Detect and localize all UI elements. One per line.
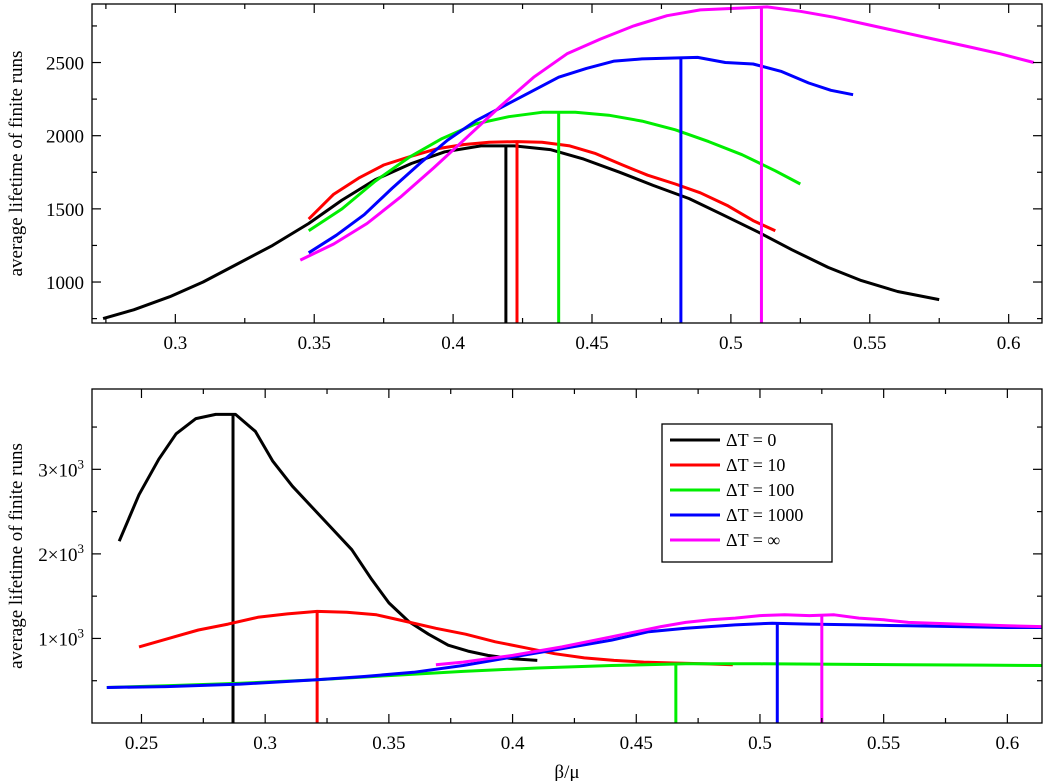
series-line-1 <box>307 140 776 233</box>
y-axis-label: average lifetime of finite runs <box>6 51 27 277</box>
x-tick-label: 0.55 <box>867 733 900 754</box>
x-tick-label: 0.4 <box>441 333 465 354</box>
y-axis-label: average lifetime of finite runs <box>6 443 27 669</box>
x-axis-label: β/μ <box>554 762 579 781</box>
legend-label: ΔT = 0 <box>726 430 776 450</box>
y-tick-label: 1×103 <box>38 625 84 650</box>
x-tick-label: 0.4 <box>501 733 525 754</box>
y-tick-label: 2×103 <box>38 541 84 566</box>
x-tick-label: 0.25 <box>125 733 158 754</box>
y-tick-label: 2500 <box>46 54 84 75</box>
plot-area <box>106 412 1042 723</box>
x-tick-label: 0.6 <box>995 733 1019 754</box>
x-tick-label: 0.55 <box>853 333 886 354</box>
x-tick-label: 0.3 <box>163 333 187 354</box>
legend: ΔT = 0 ΔT = 10 ΔT = 100 ΔT = 1000 ΔT = ∞ <box>661 423 833 563</box>
series-line-0 <box>117 412 538 662</box>
top-panel: 0.3 0.35 0.4 0.45 0.5 0.55 0.6 1000 1500 2000 2500… <box>6 3 1043 354</box>
x-tick-label: 0.35 <box>372 733 405 754</box>
series-line-1 <box>138 609 733 667</box>
x-tick-label: 0.45 <box>575 333 608 354</box>
x-tick-label: 0.3 <box>253 733 277 754</box>
plot-area <box>102 5 1035 323</box>
series-line-3 <box>307 55 854 255</box>
plot-frame <box>91 388 1043 724</box>
legend-label: ΔT = ∞ <box>726 530 780 550</box>
x-tick-label: 0.6 <box>997 333 1021 354</box>
y-tick-label: 1000 <box>46 273 84 294</box>
legend-label: ΔT = 10 <box>726 455 785 475</box>
x-tick-label: 0.5 <box>719 333 743 354</box>
series-line-4 <box>435 613 1042 667</box>
y-tick-label: 1500 <box>46 200 84 221</box>
x-tick-label: 0.35 <box>298 333 331 354</box>
x-tick-label: 0.5 <box>748 733 772 754</box>
legend-label: ΔT = 100 <box>726 480 794 500</box>
bottom-panel: 0.25 0.3 0.35 0.4 0.45 0.5 0.55 0.6 1×103 2×103 3×… <box>6 388 1043 781</box>
series-line-3 <box>106 621 1042 689</box>
plot-frame <box>91 3 1043 324</box>
series-line-4 <box>299 5 1035 262</box>
y-tick-label: 3×103 <box>38 456 84 481</box>
series-line-0 <box>102 144 940 321</box>
x-tick-label: 0.45 <box>620 733 653 754</box>
legend-label: ΔT = 1000 <box>726 505 803 525</box>
y-tick-label: 2000 <box>46 127 84 148</box>
